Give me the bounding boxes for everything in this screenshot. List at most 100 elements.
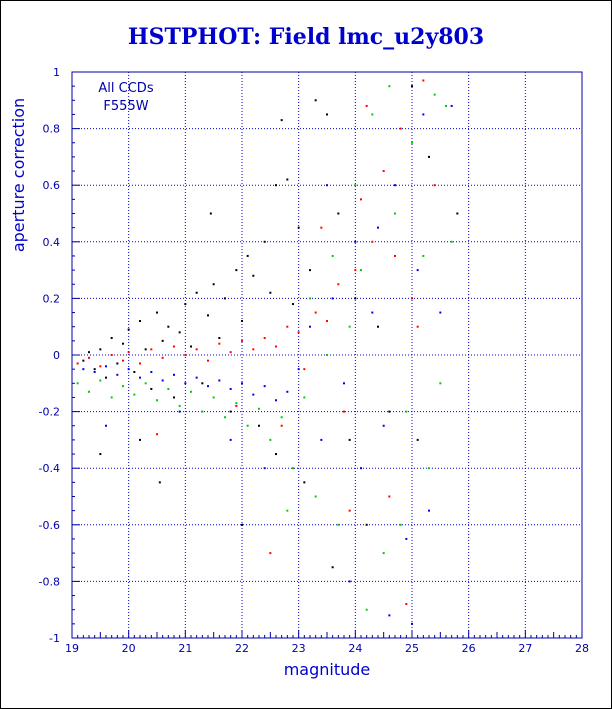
scatter-point xyxy=(275,345,277,348)
y-tick-label: 0.4 xyxy=(43,236,61,249)
scatter-point xyxy=(167,325,170,328)
scatter-point xyxy=(382,170,385,173)
x-tick-label: 28 xyxy=(575,642,589,655)
scatter-point xyxy=(360,269,362,272)
scatter-point xyxy=(105,365,107,368)
scatter-point xyxy=(371,240,374,243)
scatter-point xyxy=(241,339,243,342)
ticks-layer: 19 20 21 22 23 24 25 26 27 28 1 0.8 0.6 0.4 0.2 0 -0.2 -0… xyxy=(39,66,589,655)
points-layer xyxy=(76,79,459,625)
scatter-point xyxy=(377,325,379,328)
scatter-point xyxy=(405,603,408,606)
scatter-point xyxy=(116,362,119,365)
scatter-point xyxy=(326,184,328,187)
scatter-point xyxy=(224,416,226,419)
scatter-point xyxy=(235,269,238,272)
scatter-point xyxy=(99,348,102,351)
scatter-point xyxy=(371,113,374,116)
scatter-point xyxy=(388,614,391,617)
scatter-point xyxy=(394,254,396,257)
scatter-point xyxy=(399,127,402,130)
scatter-point xyxy=(88,351,90,354)
scatter-point xyxy=(167,387,170,390)
scatter-point xyxy=(382,552,385,555)
annotation: All CCDs F555W xyxy=(98,81,153,114)
scatter-point xyxy=(212,396,215,399)
y-tick-label: 0.2 xyxy=(43,292,61,305)
x-tick-label: 24 xyxy=(348,642,362,655)
scatter-point xyxy=(320,226,323,229)
scatter-point xyxy=(229,351,232,354)
scatter-point xyxy=(201,382,204,385)
scatter-point xyxy=(218,342,221,345)
scatter-point xyxy=(173,396,175,399)
scatter-point xyxy=(286,325,289,328)
scatter-point xyxy=(348,509,351,512)
scatter-point xyxy=(76,362,79,365)
scatter-point xyxy=(411,141,413,144)
scatter-point xyxy=(405,410,408,413)
scatter-point xyxy=(218,337,221,340)
scatter-point xyxy=(309,269,311,272)
scatter-point xyxy=(150,348,153,351)
scatter-point xyxy=(105,424,107,427)
scatter-point xyxy=(93,368,96,371)
scatter-point xyxy=(331,254,334,257)
scatter-point xyxy=(127,351,130,354)
scatter-point xyxy=(127,328,130,331)
scatter-point xyxy=(428,155,430,158)
scatter-point xyxy=(263,337,266,340)
scatter-point xyxy=(343,410,345,413)
scatter-point xyxy=(269,552,272,555)
x-tick-label: 26 xyxy=(462,642,476,655)
scatter-point xyxy=(207,314,209,317)
scatter-point xyxy=(263,467,266,470)
x-tick-label: 20 xyxy=(122,642,136,655)
scatter-point xyxy=(212,283,215,286)
scatter-point xyxy=(178,331,181,334)
scatter-point xyxy=(326,113,328,116)
scatter-point xyxy=(337,523,340,526)
y-tick-label: 1 xyxy=(53,66,60,79)
scatter-point xyxy=(190,390,192,393)
y-tick-label: -0.6 xyxy=(39,519,60,532)
scatter-point xyxy=(269,438,272,441)
scatter-point xyxy=(365,104,368,107)
scatter-point xyxy=(411,622,413,625)
scatter-point xyxy=(439,311,442,314)
scatter-point xyxy=(258,424,260,427)
scatter-point xyxy=(235,404,238,407)
scatter-point xyxy=(161,379,164,382)
scatter-point xyxy=(218,379,221,382)
scatter-point xyxy=(229,410,232,413)
y-axis-label: aperture correction xyxy=(9,98,28,252)
scatter-point xyxy=(422,79,425,82)
scatter-point xyxy=(252,348,255,351)
scatter-point xyxy=(144,348,147,351)
scatter-point xyxy=(326,320,328,323)
scatter-point xyxy=(360,467,362,470)
scatter-point xyxy=(365,523,368,526)
scatter-point xyxy=(144,382,147,385)
annotation-line-1: All CCDs xyxy=(98,81,153,96)
scatter-point xyxy=(229,438,232,441)
scatter-point xyxy=(433,93,436,96)
scatter-point xyxy=(348,325,351,328)
scatter-point xyxy=(343,382,345,385)
scatter-point xyxy=(178,410,181,413)
scatter-point xyxy=(303,396,306,399)
scatter-point xyxy=(445,104,447,107)
scatter-point xyxy=(354,297,357,300)
scatter-point xyxy=(241,382,243,385)
scatter-point xyxy=(76,382,79,385)
scatter-point xyxy=(416,269,419,272)
scatter-point xyxy=(252,393,255,396)
scatter-point xyxy=(331,566,334,569)
scatter-point xyxy=(286,390,289,393)
scatter-point xyxy=(394,184,396,187)
scatter-point xyxy=(105,376,107,379)
scatter-point xyxy=(405,537,408,540)
scatter-point xyxy=(297,331,300,334)
scatter-point xyxy=(354,240,357,243)
scatter-point xyxy=(229,387,232,390)
